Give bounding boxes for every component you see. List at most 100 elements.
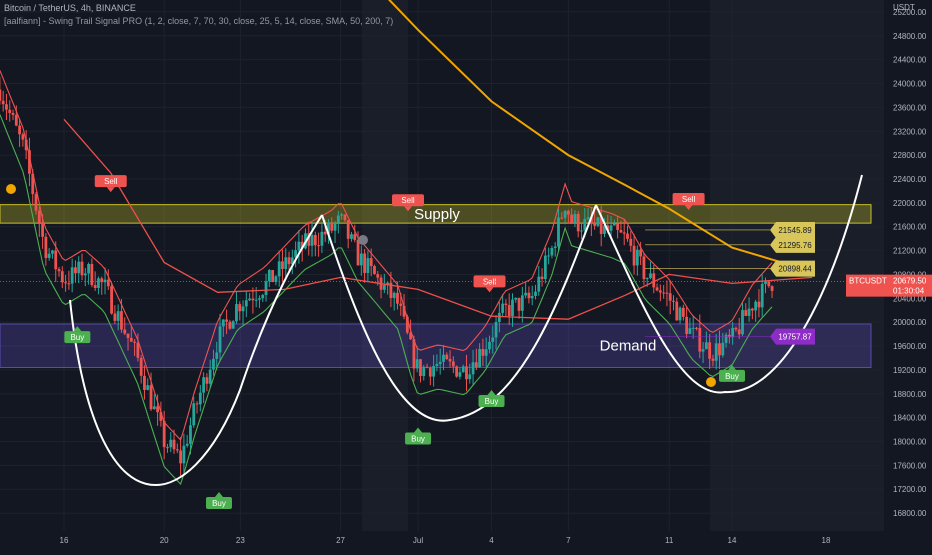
candle — [343, 214, 347, 222]
candle — [382, 273, 386, 294]
candle-body — [550, 247, 554, 256]
candle-body — [757, 301, 761, 308]
price-tag-label: 21545.89 — [778, 226, 812, 235]
candle-body — [586, 217, 590, 219]
candle — [225, 309, 229, 335]
y-tick-label: 25200.00 — [893, 8, 927, 17]
candle-body — [711, 358, 715, 361]
candle — [445, 352, 449, 360]
candle — [557, 208, 560, 252]
candle-body — [386, 282, 390, 286]
y-tick-label: 24400.00 — [893, 56, 927, 65]
candle-body — [363, 253, 367, 273]
candle — [330, 217, 334, 234]
signal-pointer — [684, 205, 693, 211]
candle-body — [691, 327, 695, 329]
candle — [721, 332, 725, 358]
x-tick-label: 16 — [60, 536, 69, 545]
candle-body — [484, 349, 488, 356]
candle — [136, 333, 140, 362]
candle — [215, 341, 219, 371]
candle-body — [727, 334, 731, 338]
candle — [471, 349, 475, 386]
candle-body — [126, 333, 130, 338]
candle — [767, 281, 771, 288]
candle — [484, 337, 488, 367]
candle-body — [366, 258, 370, 273]
candle — [688, 317, 692, 335]
y-tick-label: 18400.00 — [893, 414, 927, 423]
price-tag-label: 19757.87 — [778, 333, 812, 342]
candle-body — [146, 385, 150, 390]
candle-body — [675, 301, 679, 321]
candle — [750, 307, 754, 320]
candle — [333, 220, 337, 243]
candle-body — [376, 274, 380, 278]
candle — [576, 211, 580, 238]
candle-body — [566, 210, 570, 215]
candle — [258, 295, 261, 309]
candle — [212, 349, 215, 376]
candle — [24, 130, 28, 160]
candle — [93, 271, 97, 292]
candle — [271, 269, 275, 283]
candle-body — [93, 285, 97, 288]
candle-body — [685, 316, 689, 334]
candle — [313, 231, 317, 257]
candle-body — [67, 283, 71, 285]
x-tick-label: 7 — [566, 536, 571, 545]
candle-body — [741, 310, 744, 335]
swing-trail-upper — [0, 70, 773, 442]
candle-body — [405, 316, 409, 333]
candle — [74, 260, 77, 283]
candle — [129, 325, 133, 342]
signal-pointer — [404, 206, 413, 212]
candle-body — [760, 283, 764, 308]
x-tick-label: Jul — [413, 536, 423, 545]
candle — [514, 297, 518, 303]
candle-body — [333, 224, 337, 231]
candle — [494, 315, 498, 350]
candle-body — [688, 328, 692, 334]
signal-label: Buy — [411, 435, 425, 444]
x-tick-label: 20 — [160, 536, 169, 545]
candle-body — [474, 362, 478, 368]
candle — [228, 319, 232, 330]
y-tick-label: 17600.00 — [893, 461, 927, 470]
candle — [5, 93, 8, 121]
candle — [599, 205, 603, 247]
candle — [162, 410, 166, 460]
candle-body — [698, 327, 702, 352]
candle-body — [0, 89, 2, 101]
candle — [570, 208, 574, 225]
session-shade-0 — [362, 0, 408, 531]
candle — [530, 285, 534, 306]
candle-body — [317, 245, 321, 247]
candle — [616, 216, 620, 239]
candle — [415, 346, 419, 373]
candle — [317, 232, 321, 257]
signal-buy: Buy — [205, 491, 232, 509]
signal-pointer — [485, 287, 494, 293]
candle-body — [297, 241, 301, 251]
last-price-symbol: BTCUSDT — [849, 277, 887, 286]
candle — [244, 291, 248, 318]
candle-body — [202, 377, 206, 393]
candle — [261, 293, 265, 302]
candle-body — [481, 349, 485, 356]
candle-body — [678, 307, 682, 321]
candle-body — [369, 258, 373, 267]
candle — [70, 258, 74, 293]
candle-body — [721, 342, 725, 356]
candle-body — [511, 299, 514, 316]
candle — [612, 219, 616, 226]
candle — [208, 359, 212, 388]
candle-body — [649, 273, 652, 279]
candle-body — [353, 234, 357, 240]
y-tick-label: 19600.00 — [893, 342, 927, 351]
candle-body — [34, 194, 38, 211]
y-tick-label: 22000.00 — [893, 199, 927, 208]
candle-body — [451, 361, 455, 367]
